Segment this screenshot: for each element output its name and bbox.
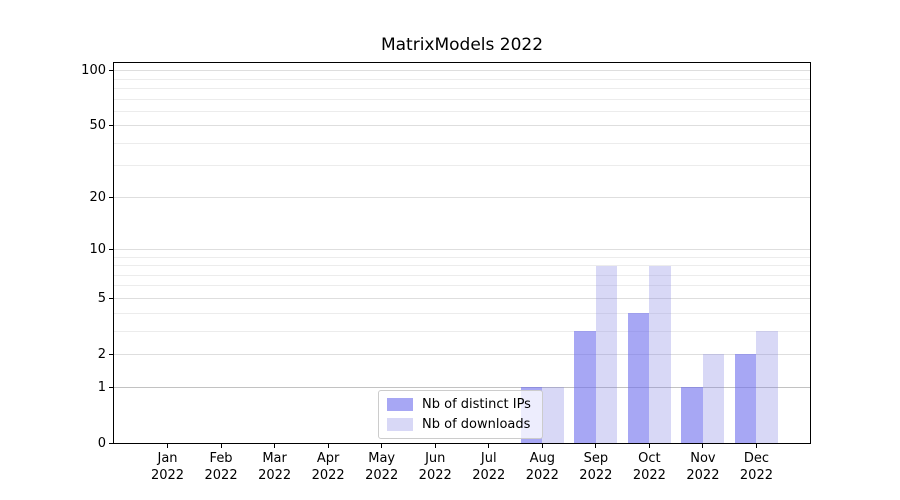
y-tick-mark	[109, 125, 113, 127]
x-tick-label: Sep 2022	[579, 451, 613, 483]
gridline-major	[114, 70, 810, 72]
legend-item-distinct-ips: Nb of distinct IPs	[387, 395, 531, 414]
y-tick-mark	[109, 249, 113, 251]
gridline-minor	[114, 274, 810, 276]
y-tick-label: 100	[81, 63, 106, 79]
x-tick-mark	[381, 444, 383, 448]
y-tick-mark	[109, 386, 113, 388]
y-tick-mark	[109, 353, 113, 355]
x-tick-label: Nov 2022	[686, 451, 720, 483]
y-tick-mark	[109, 442, 113, 444]
bar-distinct-ips-oct	[627, 313, 650, 443]
x-tick-mark	[541, 444, 543, 448]
y-tick-mark	[109, 297, 113, 299]
gridline-major	[114, 196, 810, 198]
legend-item-downloads: Nb of downloads	[387, 415, 531, 434]
x-tick-label: Mar 2022	[258, 451, 292, 483]
x-tick-mark	[220, 444, 222, 448]
gridline-minor	[114, 78, 810, 80]
gridline-minor	[114, 165, 810, 167]
gridline-major	[114, 249, 810, 251]
x-tick-mark	[488, 444, 490, 448]
gridline-minor	[114, 330, 810, 332]
y-tick-mark	[109, 70, 113, 72]
gridline-major	[114, 353, 810, 355]
legend: Nb of distinct IPs Nb of downloads	[378, 390, 543, 439]
bar-distinct-ips-dec	[734, 354, 757, 443]
gridline-minor	[114, 110, 810, 112]
x-tick-label: Jun 2022	[418, 451, 452, 483]
y-tick-mark	[109, 196, 113, 198]
x-tick-mark	[595, 444, 597, 448]
x-tick-label: Feb 2022	[204, 451, 238, 483]
gridline-minor	[114, 98, 810, 100]
bar-downloads-oct	[649, 265, 671, 443]
bar-downloads-sep	[595, 265, 618, 443]
bar-distinct-ips-nov	[681, 387, 703, 443]
y-tick-label: 0	[97, 435, 106, 451]
y-tick-label: 10	[89, 242, 106, 258]
plot-area: Nb of distinct IPs Nb of downloads	[113, 62, 811, 444]
x-tick-label: Oct 2022	[632, 451, 666, 483]
y-tick-label: 5	[97, 290, 106, 306]
gridline-minor	[114, 285, 810, 287]
legend-swatch-distinct-ips	[387, 398, 413, 411]
bar-distinct-ips-sep	[574, 331, 596, 443]
y-tick-label: 2	[97, 346, 106, 362]
gridline-minor	[114, 142, 810, 144]
y-tick-label: 20	[89, 189, 106, 205]
x-tick-label: May 2022	[365, 451, 399, 483]
bar-downloads-dec	[756, 331, 778, 443]
gridline-minor	[114, 256, 810, 258]
x-tick-mark	[648, 444, 650, 448]
x-tick-label: Jan 2022	[150, 451, 185, 483]
bar-downloads-aug	[542, 387, 564, 443]
chart-title: MatrixModels 2022	[380, 35, 544, 55]
x-tick-label: Jul 2022	[472, 451, 506, 483]
y-tick-label: 1	[97, 379, 106, 395]
x-tick-label: Apr 2022	[311, 451, 345, 483]
x-tick-label: Dec 2022	[739, 451, 773, 483]
x-tick-mark	[167, 444, 169, 448]
x-tick-mark	[702, 444, 704, 448]
x-tick-mark	[434, 444, 436, 448]
gridline-minor	[114, 265, 810, 267]
x-tick-label: Aug 2022	[525, 451, 559, 483]
x-tick-mark	[274, 444, 276, 448]
gridline-minor	[114, 312, 810, 314]
x-tick-mark	[755, 444, 757, 448]
gridline-major	[114, 386, 810, 388]
legend-label-distinct-ips: Nb of distinct IPs	[422, 397, 531, 412]
gridline-minor	[114, 87, 810, 89]
bar-downloads-nov	[702, 354, 725, 443]
y-tick-label: 50	[89, 118, 106, 134]
x-tick-mark	[327, 444, 329, 448]
gridline-major	[114, 297, 810, 299]
legend-swatch-downloads	[387, 418, 413, 431]
gridline-major	[114, 125, 810, 127]
legend-label-downloads: Nb of downloads	[422, 417, 531, 432]
